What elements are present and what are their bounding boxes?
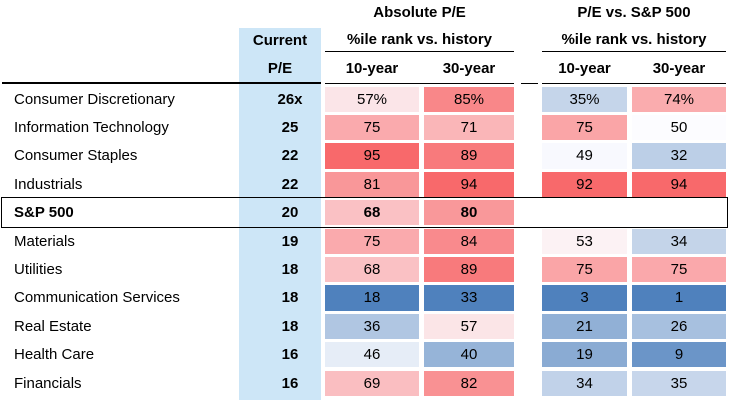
percentile-heat-cell: 68 — [325, 257, 419, 283]
percentile-heat-cell: 82 — [424, 370, 514, 396]
percentile-heat-cell: 94 — [424, 171, 514, 197]
current-pe-value: 19 — [281, 232, 299, 250]
percentile-heat-cell: 46 — [325, 342, 419, 368]
column-header-relative-10yr: 10-year — [558, 60, 611, 77]
header-underline-absolute-group — [325, 82, 514, 84]
current-pe-value: 26x — [277, 90, 303, 108]
percentile-heat-cell: 89 — [424, 143, 514, 169]
percentile-heat-cell: 32 — [632, 143, 726, 169]
row-label: Consumer Discretionary — [14, 90, 175, 108]
percentile-heat-cell: 3 — [542, 285, 627, 311]
percentile-heat-cell: 50 — [632, 115, 726, 141]
percentile-heat-cell: 94 — [632, 171, 726, 197]
current-pe-value: 20 — [281, 204, 299, 222]
current-pe-value: 18 — [281, 289, 299, 307]
percentile-heat-cell: 53 — [542, 228, 627, 254]
percentile-heat-cell: 40 — [424, 342, 514, 368]
row-label: Utilities — [14, 261, 63, 279]
column-header-absolute-30yr: 30-year — [442, 60, 496, 77]
percentile-heat-cell: 57 — [424, 313, 514, 339]
percentile-heat-cell: 75 — [325, 228, 419, 254]
percentile-heat-cell: 85% — [424, 86, 514, 112]
percentile-heat-cell: 26 — [632, 313, 726, 339]
row-label: Materials — [14, 232, 75, 250]
percentile-heat-cell: 95 — [325, 143, 419, 169]
current-pe-value: 25 — [281, 119, 299, 137]
percentile-heat-cell: 34 — [542, 370, 627, 396]
percentile-heat-cell: 49 — [542, 143, 627, 169]
current-pe-value: 18 — [281, 317, 299, 335]
percentile-heat-cell: 84 — [424, 228, 514, 254]
row-label: Communication Services — [14, 289, 180, 307]
percentile-heat-cell: 19 — [542, 342, 627, 368]
percentile-heat-cell: 74% — [632, 86, 726, 112]
column-header-relative-30yr: 30-year — [652, 60, 706, 77]
current-pe-value: 16 — [281, 346, 299, 364]
percentile-heat-cell: 80 — [424, 200, 514, 226]
percentile-heat-cell: 71 — [424, 115, 514, 141]
percentile-heat-cell: 89 — [424, 257, 514, 283]
subtitle-absolute-percentile-rank: %ile rank vs. history — [325, 31, 514, 52]
percentile-heat-cell: 57% — [325, 86, 419, 112]
percentile-heat-cell: 35% — [542, 86, 627, 112]
current-pe-value: 22 — [281, 175, 299, 193]
percentile-heat-cell: 69 — [325, 370, 419, 396]
current-pe-column-background — [239, 28, 321, 400]
percentile-heat-cell: 36 — [325, 313, 419, 339]
percentile-heat-cell: 9 — [632, 342, 726, 368]
row-label: Real Estate — [14, 317, 92, 335]
current-pe-header-line1: Current — [252, 32, 308, 49]
percentile-heat-cell: 21 — [542, 313, 627, 339]
percentile-heat-cell: 75 — [542, 257, 627, 283]
percentile-heat-cell: 92 — [542, 171, 627, 197]
current-pe-value: 16 — [281, 374, 299, 392]
percentile-heat-cell: 34 — [632, 228, 726, 254]
row-label: Financials — [14, 374, 82, 392]
percentile-heat-cell: 33 — [424, 285, 514, 311]
percentile-heat-cell: 75 — [632, 257, 726, 283]
column-header-absolute-10yr: 10-year — [345, 60, 399, 77]
header-underline-relative-group — [542, 82, 726, 84]
percentile-heat-cell: 68 — [325, 200, 419, 226]
row-label: Industrials — [14, 175, 83, 193]
current-pe-value: 18 — [281, 261, 299, 279]
percentile-heat-cell: 1 — [632, 285, 726, 311]
row-label: Health Care — [14, 346, 95, 364]
header-underline-gap-dash — [521, 82, 538, 84]
percentile-heat-cell: 35 — [632, 370, 726, 396]
group-title-absolute-pe: Absolute P/E — [373, 4, 466, 21]
row-label: Information Technology — [14, 119, 169, 137]
current-pe-value: 22 — [281, 147, 299, 165]
percentile-heat-cell: 75 — [542, 115, 627, 141]
row-label: Consumer Staples — [14, 147, 138, 165]
current-pe-header-line2: P/E — [267, 60, 293, 77]
subtitle-relative-percentile-rank: %ile rank vs. history — [542, 31, 726, 52]
row-label: S&P 500 — [14, 204, 74, 222]
percentile-heat-cell: 81 — [325, 171, 419, 197]
header-divider-thick-line — [2, 81, 321, 84]
percentile-heat-cell: 75 — [325, 115, 419, 141]
percentile-heat-cell: 18 — [325, 285, 419, 311]
group-title-pe-vs-sp500: P/E vs. S&P 500 — [577, 4, 691, 21]
